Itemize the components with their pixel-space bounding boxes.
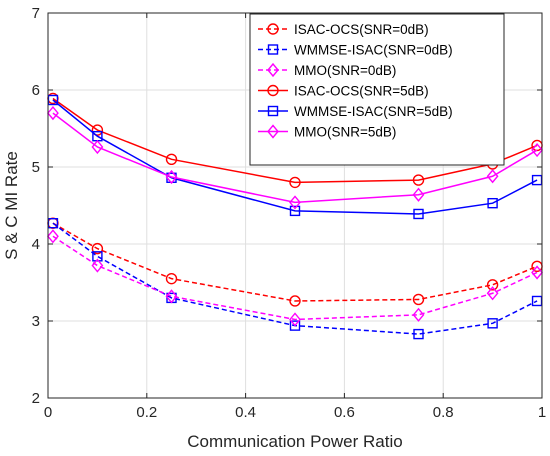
data-point [487, 318, 498, 329]
data-point [165, 272, 178, 285]
legend-entry: MMO(SNR=5dB) [258, 124, 396, 140]
legend-label: MMO(SNR=0dB) [294, 63, 396, 78]
x-tick-label: 0 [44, 404, 52, 421]
data-point [486, 286, 499, 301]
series-line [52, 222, 538, 302]
legend-entry: WMMSE-ISAC(SNR=5dB) [258, 104, 453, 119]
data-point [91, 258, 104, 273]
data-point [289, 176, 301, 189]
data-point [487, 197, 498, 209]
legend-label: ISAC-OCS(SNR=0dB) [294, 22, 429, 37]
data-point [412, 174, 425, 186]
series-1 [47, 217, 543, 307]
y-axis-title: S & C MI Rate [2, 151, 21, 260]
data-point [47, 229, 59, 244]
legend-entry: ISAC-OCS(SNR=0dB) [258, 22, 429, 37]
y-tick-label: 7 [32, 5, 40, 22]
x-tick-label: 0.4 [235, 404, 256, 421]
data-point [165, 169, 178, 185]
legend-entry: ISAC-OCS(SNR=5dB) [258, 84, 429, 99]
data-point [91, 242, 104, 255]
data-point [289, 195, 301, 210]
data-point [289, 295, 301, 307]
legend: ISAC-OCS(SNR=0dB) WMMSE-ISAC(SNR=0dB) MMO(… [249, 13, 505, 166]
data-point [413, 328, 424, 340]
legend-marker [267, 23, 279, 35]
legend-marker [267, 44, 279, 55]
data-point [289, 312, 301, 327]
x-tick-label: 0.6 [334, 404, 355, 421]
legend-entry: WMMSE-ISAC(SNR=0dB) [258, 43, 453, 58]
y-tick-label: 3 [32, 313, 40, 330]
data-point [289, 205, 301, 217]
data-point [486, 169, 499, 184]
y-tick-label: 4 [32, 236, 40, 253]
data-point [413, 208, 424, 220]
legend-entry: MMO(SNR=0dB) [258, 62, 396, 78]
legend-label: WMMSE-ISAC(SNR=0dB) [294, 43, 453, 58]
plot-frame [47, 12, 543, 399]
series-3 [47, 229, 543, 327]
data-point [91, 139, 104, 155]
legend-box [249, 13, 505, 166]
data-point [91, 124, 104, 136]
x-tick-label: 0.8 [433, 404, 454, 421]
y-tick-label: 2 [32, 390, 40, 407]
series-line [52, 235, 538, 321]
data-point [412, 187, 425, 202]
legend-label: ISAC-OCS(SNR=5dB) [294, 84, 429, 99]
x-axis-title: Communication Power Ratio [187, 432, 402, 451]
legend-marker [267, 105, 279, 117]
legend-label: MMO(SNR=5dB) [294, 125, 396, 140]
legend-label: WMMSE-ISAC(SNR=5dB) [294, 104, 453, 119]
data-point [486, 279, 499, 291]
y-tick-label: 5 [32, 159, 40, 176]
data-point [531, 265, 543, 280]
data-point [165, 153, 178, 166]
series-line [52, 112, 538, 204]
y-tick-label: 6 [32, 82, 40, 99]
data-point [531, 142, 543, 158]
data-point [92, 251, 103, 262]
data-point [289, 320, 301, 331]
x-tick-label: 0.2 [136, 404, 157, 421]
x-tick-label: 1 [538, 404, 546, 421]
legend-marker [267, 84, 279, 97]
data-point [412, 293, 425, 306]
series-line [52, 99, 538, 215]
legend-marker [267, 62, 279, 78]
tick-labels: 0 0.2 0.4 0.6 0.8 1 2 3 4 5 6 7 [32, 5, 547, 421]
data-point [412, 307, 425, 322]
series-6 [47, 106, 543, 210]
data-point [47, 106, 59, 121]
legend-marker [267, 124, 279, 139]
data-point [165, 289, 178, 304]
